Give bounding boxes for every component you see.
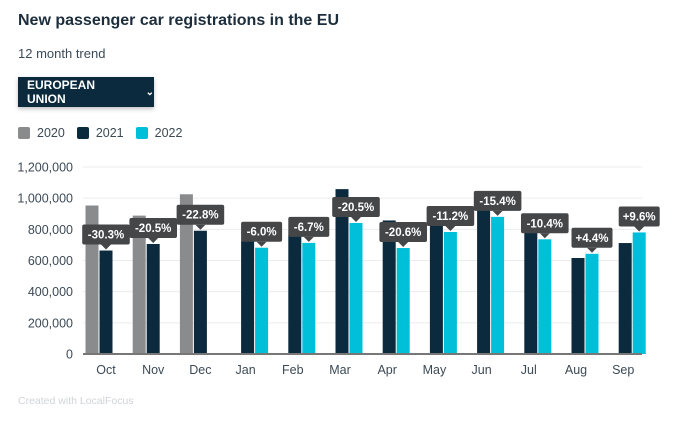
x-tick-label: May xyxy=(423,363,447,377)
bar-2021-Aug xyxy=(571,258,585,354)
legend-swatch xyxy=(76,127,89,139)
bar-2021-Jan xyxy=(241,240,255,354)
bar-2021-May xyxy=(429,216,443,354)
y-tick-label: 0 xyxy=(66,348,73,362)
region-dropdown[interactable]: EUROPEAN UNION ⌄ xyxy=(18,77,154,107)
legend: 2020 2021 2022 xyxy=(18,126,182,140)
x-tick-label: Nov xyxy=(142,363,165,377)
data-label: -20.6% xyxy=(385,227,421,239)
legend-item-2020[interactable]: 2020 xyxy=(18,126,65,140)
bar-2021-Feb xyxy=(288,234,302,354)
legend-item-2022[interactable]: 2022 xyxy=(135,126,183,140)
bar-2022-Jun xyxy=(491,216,505,354)
bar-2022-Sep xyxy=(632,232,646,354)
legend-label: 2021 xyxy=(95,126,124,140)
bar-2021-Oct xyxy=(99,250,113,354)
data-label-box xyxy=(473,190,522,211)
bar-2022-Jan xyxy=(255,247,269,354)
chevron-down-icon: ⌄ xyxy=(145,86,154,98)
data-label-box xyxy=(379,222,427,243)
data-label: +9.6% xyxy=(623,211,656,223)
x-tick-label: Apr xyxy=(377,363,396,377)
data-label-box xyxy=(129,217,177,238)
x-tick-label: Oct xyxy=(96,363,116,377)
bar-2022-Mar xyxy=(349,222,363,354)
bar-2021-Jul xyxy=(524,225,538,354)
legend-swatch xyxy=(18,127,30,139)
data-label-pointer xyxy=(303,236,314,242)
y-tick-label: 600,000 xyxy=(28,254,73,268)
data-label-pointer xyxy=(398,242,409,248)
data-label-pointer xyxy=(587,247,597,253)
data-label: -6.0% xyxy=(247,227,277,239)
bar-2020-Nov xyxy=(132,215,146,354)
bar-2021-Sep xyxy=(618,243,632,354)
x-tick-label: Feb xyxy=(282,363,304,377)
data-label-pointer xyxy=(195,224,206,230)
data-label: -11.2% xyxy=(432,211,468,223)
bar-2022-Feb xyxy=(302,242,316,354)
data-label-pointer xyxy=(539,233,550,239)
data-label-box xyxy=(332,196,380,217)
data-label: +4.4% xyxy=(576,233,609,245)
data-label-pointer xyxy=(634,226,645,232)
data-label-pointer xyxy=(351,216,361,222)
legend-label: 2022 xyxy=(154,126,183,140)
bar-2021-Jun xyxy=(477,191,491,354)
data-label-pointer xyxy=(101,244,111,250)
data-label-box xyxy=(521,213,569,234)
y-tick-label: 1,000,000 xyxy=(17,192,73,206)
data-label: -30.3% xyxy=(88,230,124,242)
x-tick-label: Mar xyxy=(329,363,351,377)
data-label-pointer xyxy=(256,241,267,247)
bar-2022-Apr xyxy=(396,248,410,354)
data-label-box xyxy=(241,221,283,242)
data-label-pointer xyxy=(492,210,503,216)
data-label: -6.7% xyxy=(294,222,324,234)
bar-2020-Dec xyxy=(179,194,193,354)
bar-2021-Dec xyxy=(193,230,207,354)
region-dropdown-label: EUROPEAN UNION xyxy=(27,78,96,106)
data-label: -10.4% xyxy=(527,218,563,230)
data-label-box xyxy=(176,204,225,225)
legend-item-2021[interactable]: 2021 xyxy=(76,126,124,140)
bar-2022-Jul xyxy=(538,239,552,354)
bar-2021-Apr xyxy=(382,220,396,354)
y-tick-label: 200,000 xyxy=(28,316,73,330)
bar-2022-May xyxy=(443,231,457,354)
data-label: -20.5% xyxy=(338,202,374,214)
y-tick-label: 800,000 xyxy=(28,223,73,237)
data-label: -20.5% xyxy=(135,223,171,235)
data-label-box xyxy=(82,224,130,245)
x-tick-label: Aug xyxy=(565,363,587,377)
data-label-box xyxy=(571,227,613,248)
data-label: -22.8% xyxy=(182,210,218,222)
bar-2022-Aug xyxy=(585,253,599,354)
data-label-box xyxy=(426,205,475,226)
chart-title: New passenger car registrations in the E… xyxy=(18,12,339,29)
x-tick-label: Sep xyxy=(612,363,634,377)
legend-label: 2020 xyxy=(37,126,65,140)
y-tick-label: 1,200,000 xyxy=(17,161,73,175)
data-label-box xyxy=(618,206,660,227)
credit-text: Created with LocalFocus xyxy=(18,395,134,407)
data-label-box xyxy=(288,216,330,237)
x-tick-label: Jul xyxy=(521,363,537,377)
y-tick-label: 400,000 xyxy=(28,285,73,299)
bar-2021-Mar xyxy=(335,189,349,354)
x-tick-label: Dec xyxy=(189,363,211,377)
data-label-pointer xyxy=(445,225,456,231)
x-tick-label: Jan xyxy=(236,363,256,377)
bar-2021-Nov xyxy=(146,243,160,354)
data-label-pointer xyxy=(148,237,159,243)
legend-swatch xyxy=(135,127,148,139)
chart-subtitle: 12 month trend xyxy=(18,46,106,61)
x-tick-label: Jun xyxy=(472,363,492,377)
data-label: -15.4% xyxy=(479,196,515,208)
